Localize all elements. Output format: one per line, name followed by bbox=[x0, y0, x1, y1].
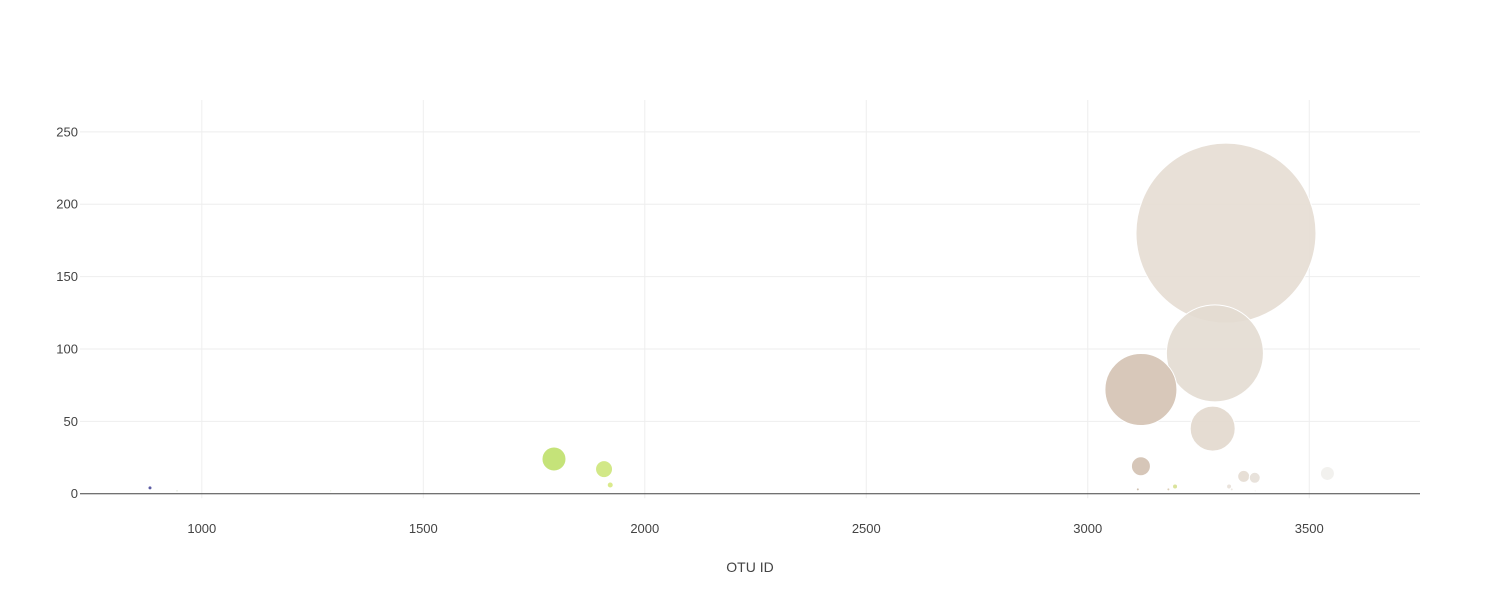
x-tick-labels: 1000 1500 2000 2500 3000 3500 bbox=[187, 521, 1323, 536]
y-tick-labels: 0 50 100 150 200 250 bbox=[56, 124, 78, 501]
bubble-point[interactable] bbox=[1226, 483, 1233, 490]
bubble-point[interactable] bbox=[1319, 465, 1335, 481]
x-axis-title: OTU ID bbox=[726, 559, 773, 575]
x-tick-label: 3500 bbox=[1295, 521, 1324, 536]
x-tick-label: 2500 bbox=[852, 521, 881, 536]
bubble-point[interactable] bbox=[1229, 487, 1234, 492]
bubble-point[interactable] bbox=[1135, 487, 1140, 492]
y-tick-label: 50 bbox=[64, 414, 78, 429]
bubble-point[interactable] bbox=[1172, 483, 1179, 490]
bubble-point[interactable] bbox=[147, 485, 153, 491]
x-tick-label: 1500 bbox=[409, 521, 438, 536]
bubble-point[interactable] bbox=[1104, 353, 1178, 426]
x-tick-label: 2000 bbox=[630, 521, 659, 536]
bubble-point[interactable] bbox=[1237, 469, 1251, 483]
y-tick-label: 0 bbox=[71, 486, 78, 501]
x-gridlines bbox=[201, 100, 1310, 499]
bubble-point[interactable] bbox=[595, 460, 614, 479]
bubble-point[interactable] bbox=[1130, 456, 1151, 477]
bubble-point[interactable] bbox=[1248, 471, 1261, 484]
y-tick-label: 150 bbox=[56, 269, 78, 284]
bubble-point[interactable] bbox=[1135, 142, 1317, 324]
bubble-point[interactable] bbox=[1253, 489, 1257, 493]
bubble-point[interactable] bbox=[1189, 405, 1236, 452]
x-tick-label: 3000 bbox=[1073, 521, 1102, 536]
y-tick-label: 100 bbox=[56, 341, 78, 356]
bubble-point[interactable] bbox=[1165, 304, 1264, 403]
bubbles-layer bbox=[147, 142, 1335, 493]
bubble-point[interactable] bbox=[606, 481, 614, 489]
y-tick-label: 200 bbox=[56, 197, 78, 212]
bubble-point[interactable] bbox=[1166, 487, 1171, 492]
y-tick-label: 250 bbox=[56, 124, 78, 139]
bubble-point[interactable] bbox=[541, 446, 567, 472]
x-tick-label: 1000 bbox=[187, 521, 216, 536]
bubble-point[interactable] bbox=[175, 489, 179, 493]
bubble-point[interactable] bbox=[329, 489, 333, 493]
